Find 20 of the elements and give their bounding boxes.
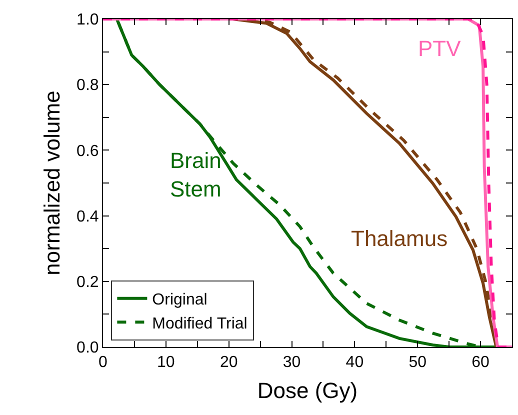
annotation: Brain Stem: [170, 148, 222, 202]
x-tick-label: 10: [157, 354, 175, 372]
y-tick-label: 0.8: [76, 77, 99, 94]
annotation: Thalamus: [351, 226, 448, 251]
y-axis-title: normalized volume: [39, 90, 64, 276]
x-tick-label: 20: [220, 354, 238, 372]
x-axis-title: Dose (Gy): [257, 378, 358, 404]
legend-label: Modified Trial: [152, 315, 248, 332]
legend-label: Original: [152, 292, 208, 309]
x-tick-label: 40: [346, 354, 364, 372]
y-tick-label: 0.4: [76, 208, 99, 226]
annotation: PTV: [418, 36, 462, 61]
y-tick-label: 0.2: [76, 274, 99, 291]
y-tick-label: 0.6: [76, 142, 99, 160]
y-tick-label: 0.0: [76, 340, 99, 357]
x-tick-label: 60: [472, 354, 490, 372]
x-tick-label: 0: [98, 354, 108, 372]
y-tick-label: 1.0: [76, 12, 99, 29]
x-tick-label: 50: [408, 354, 427, 372]
x-tick-label: 30: [282, 354, 301, 372]
